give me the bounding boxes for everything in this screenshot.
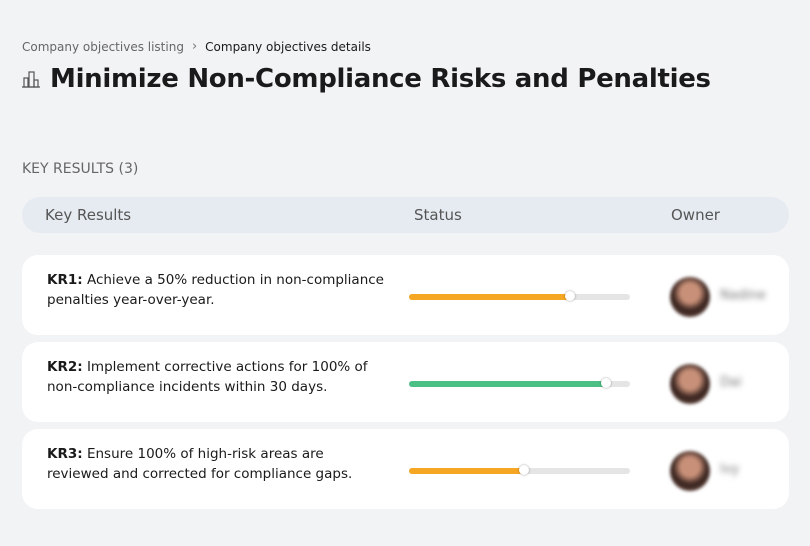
key-result-card[interactable]: KR1: Achieve a 50% reduction in non-comp…	[22, 255, 789, 335]
key-result-card[interactable]: KR3: Ensure 100% of high-risk areas are …	[22, 429, 789, 509]
owner-avatar	[670, 364, 710, 404]
progress-fill	[409, 381, 606, 387]
owner-name: Dai	[720, 375, 742, 390]
key-result-text: KR1: Achieve a 50% reduction in non-comp…	[47, 270, 387, 310]
column-header: Owner	[671, 206, 720, 224]
breadcrumb-link[interactable]: Company objectives listing	[22, 39, 184, 54]
key-result-description: Implement corrective actions for 100% of…	[47, 359, 368, 395]
progress-track	[409, 378, 630, 388]
owner-avatar	[670, 277, 710, 317]
breadcrumbs: Company objectives listing › Company obj…	[22, 39, 371, 54]
key-result-text: KR3: Ensure 100% of high-risk areas are …	[47, 444, 387, 484]
page-title: Minimize Non-Compliance Risks and Penalt…	[50, 64, 711, 94]
key-result-id: KR2:	[47, 359, 83, 375]
progress-fill	[409, 468, 524, 474]
table-header: Key Results Status Owner	[22, 197, 789, 233]
objective-icon	[22, 71, 40, 88]
key-result-description: Achieve a 50% reduction in non-complianc…	[47, 272, 384, 308]
header: Minimize Non-Compliance Risks and Penalt…	[22, 64, 711, 94]
section-label: KEY RESULTS (3)	[22, 161, 139, 177]
breadcrumb-separator: ›	[191, 39, 198, 54]
owner-name: Nadine	[720, 288, 766, 303]
progress-track	[409, 291, 630, 301]
key-result-description: Ensure 100% of high-risk areas are revie…	[47, 446, 353, 482]
owner-name: Ivy	[720, 462, 740, 477]
key-result-id: KR3:	[47, 446, 83, 462]
progress-track	[409, 465, 630, 475]
key-result-id: KR1:	[47, 272, 83, 288]
progress-handle	[600, 378, 611, 388]
key-result-card[interactable]: KR2: Implement corrective actions for 10…	[22, 342, 789, 422]
breadcrumb-current: Company objectives details	[205, 39, 371, 54]
progress-handle	[565, 291, 576, 301]
key-result-text: KR2: Implement corrective actions for 10…	[47, 357, 387, 397]
progress-handle	[518, 465, 529, 475]
progress-fill	[409, 294, 571, 300]
owner-avatar	[670, 451, 710, 491]
column-header: Status	[414, 206, 462, 224]
column-header: Key Results	[45, 206, 132, 224]
